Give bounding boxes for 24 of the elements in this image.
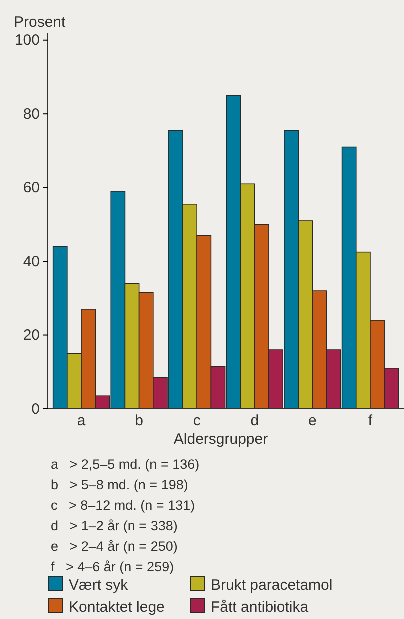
- text: e > 2–4 år (n = 250): [51, 539, 178, 554]
- text: f > 4–6 år (n = 259): [51, 560, 174, 574]
- x-tick-label: c: [193, 412, 202, 430]
- legend-label: Vært syk: [69, 577, 129, 594]
- x-tick-label: a: [77, 412, 86, 430]
- text: a > 2,5–5 md. (n = 136): [51, 457, 200, 472]
- text: b > 5–8 md. (n = 198): [51, 478, 188, 492]
- x-tick-label: f: [368, 412, 374, 430]
- x-tick-label: b: [135, 412, 144, 430]
- y-tick-label: 40: [23, 253, 40, 270]
- legend-label: Kontaktet lege: [69, 599, 165, 616]
- y-tick-label: 0: [32, 400, 40, 418]
- y-tick-label: 100: [14, 32, 40, 50]
- y-tick-label: 60: [23, 180, 40, 197]
- x-axis-title: Aldersgrupper: [174, 431, 268, 448]
- y-axis-title: Prosent: [14, 14, 67, 31]
- legend-label: Fått antibiotika: [211, 599, 310, 616]
- text: c > 8–12 md. (n = 131): [51, 498, 196, 513]
- text: d > 1–2 år (n = 338): [51, 518, 178, 534]
- y-tick-label: 20: [23, 327, 40, 344]
- y-tick-label: 80: [23, 106, 40, 123]
- x-tick-label: d: [250, 412, 260, 430]
- x-tick-label: e: [308, 412, 317, 430]
- legend-label: Brukt paracetamol: [211, 577, 333, 594]
